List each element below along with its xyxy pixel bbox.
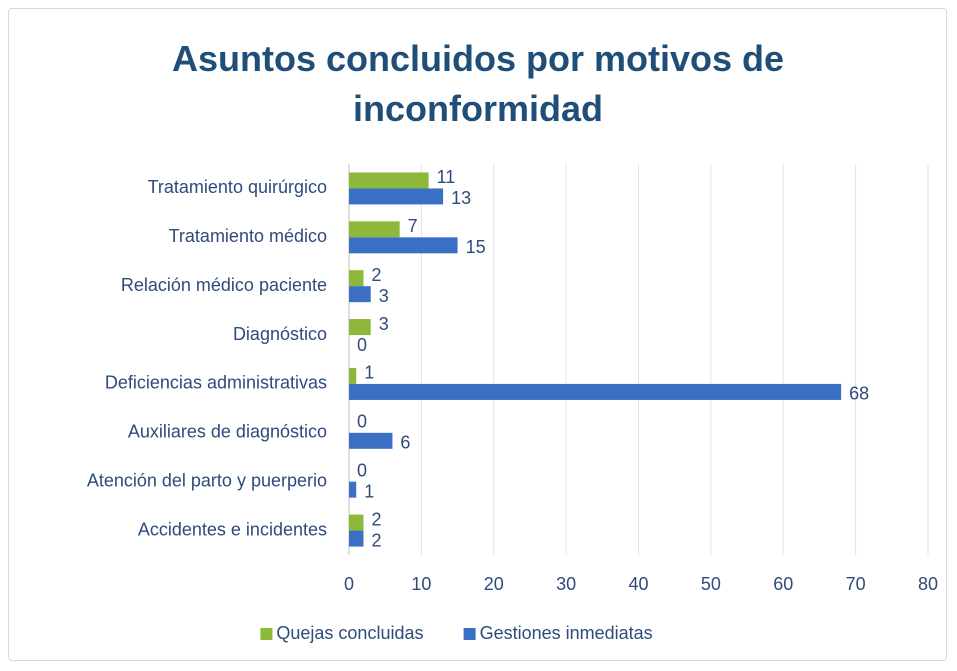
x-tick-label: 10	[411, 574, 431, 594]
x-tick-label: 40	[628, 574, 648, 594]
x-tick-label: 50	[701, 574, 721, 594]
chart-frame	[8, 8, 947, 661]
data-label: 0	[357, 460, 367, 480]
bar	[349, 270, 364, 287]
x-tick-label: 60	[773, 574, 793, 594]
bar	[349, 530, 364, 547]
bar	[349, 514, 364, 531]
data-label: 6	[400, 433, 410, 453]
data-label: 1	[364, 481, 374, 501]
y-tick-label: Atención del parto y puerperio	[87, 470, 327, 490]
bar	[349, 367, 357, 384]
bar	[349, 319, 371, 336]
x-tick-label: 20	[484, 574, 504, 594]
data-label: 68	[849, 384, 869, 404]
x-tick-label: 80	[918, 574, 938, 594]
data-label: 2	[371, 530, 381, 550]
bar	[349, 383, 842, 400]
legend-swatch	[260, 628, 273, 640]
bar	[349, 432, 393, 449]
y-tick-label: Tratamiento quirúrgico	[148, 177, 327, 197]
data-label: 13	[451, 188, 471, 208]
data-label: 2	[371, 265, 381, 285]
y-tick-label: Auxiliares de diagnóstico	[128, 422, 327, 442]
data-label: 1	[364, 363, 374, 383]
x-tick-label: 30	[556, 574, 576, 594]
y-tick-label: Tratamiento médico	[169, 226, 327, 246]
data-label: 0	[357, 335, 367, 355]
legend-label: Gestiones inmediatas	[480, 623, 653, 643]
data-label: 15	[466, 237, 486, 257]
data-label: 11	[437, 167, 456, 187]
bar	[349, 221, 400, 238]
legend-swatch	[463, 628, 476, 640]
chart-title: Asuntos concluidos por motivos de inconf…	[171, 38, 785, 129]
data-label: 0	[357, 412, 367, 432]
y-tick-label: Accidentes e incidentes	[138, 519, 327, 539]
bar	[349, 172, 429, 189]
y-tick-label: Relación médico paciente	[121, 275, 327, 295]
data-label: 7	[408, 216, 418, 236]
y-tick-label: Diagnóstico	[233, 324, 327, 344]
x-tick-label: 70	[846, 574, 866, 594]
bar	[349, 237, 458, 254]
bar	[349, 481, 357, 498]
x-tick-label: 0	[344, 574, 354, 594]
bar	[349, 286, 371, 303]
legend-label: Quejas concluidas	[276, 623, 423, 643]
y-tick-label: Deficiencias administrativas	[105, 373, 327, 393]
data-label: 3	[379, 314, 389, 334]
bar	[349, 188, 444, 205]
data-label: 3	[379, 286, 389, 306]
data-label: 2	[371, 509, 381, 529]
